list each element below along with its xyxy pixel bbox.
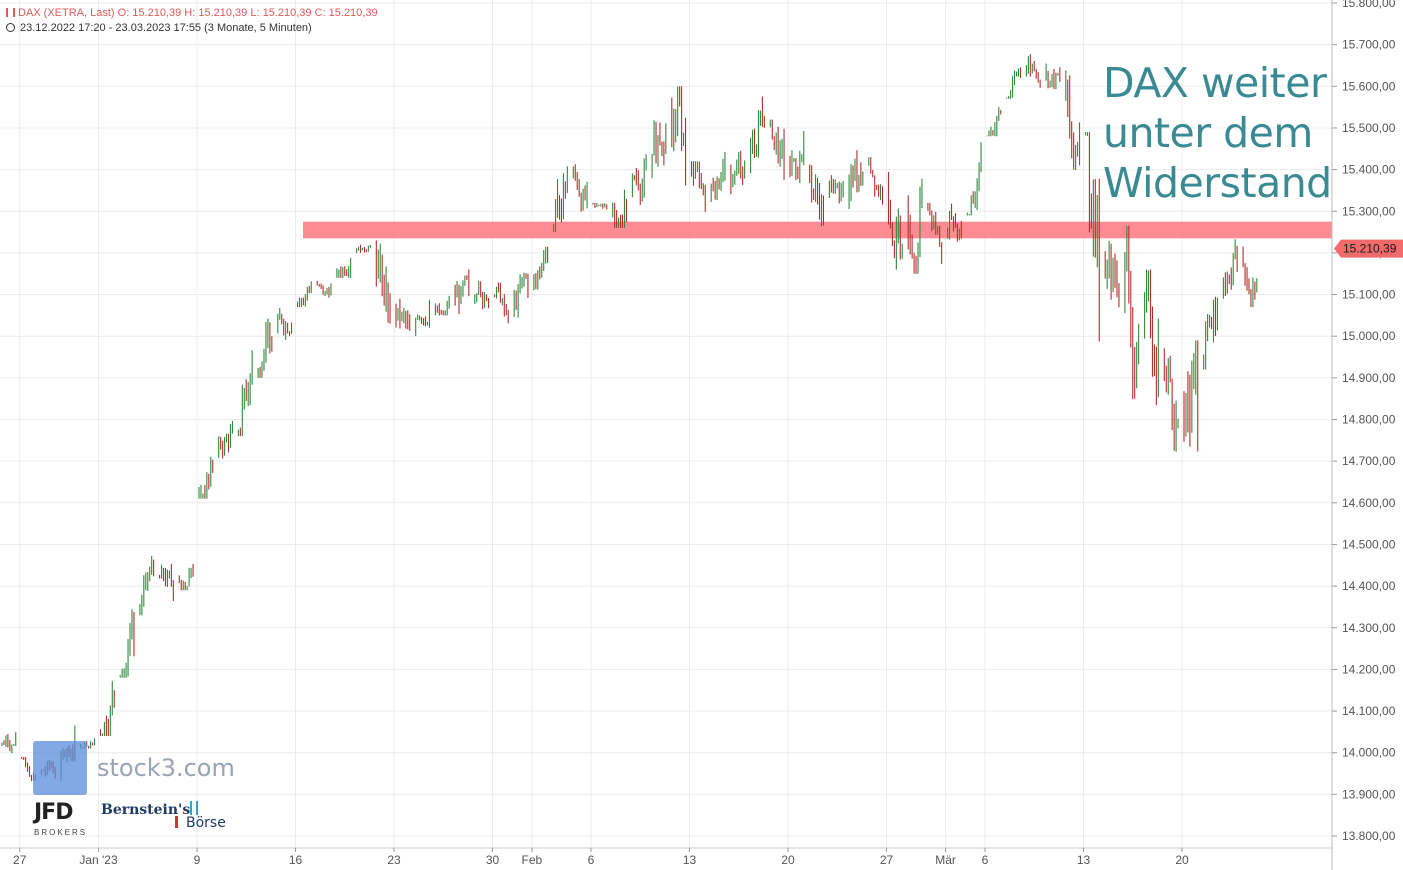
last-price-label: 15.210,39 [1343, 242, 1397, 256]
price-tick-label: 14.700,00 [1342, 454, 1396, 468]
price-tick-label: 14.400,00 [1342, 579, 1396, 593]
headline-line-1: DAX weiter [1103, 59, 1327, 107]
last-price-marker [1334, 239, 1403, 258]
chart-type-icon [6, 8, 15, 17]
price-tick-label: 14.300,00 [1342, 621, 1396, 635]
price-tick-label: 14.100,00 [1342, 704, 1396, 718]
jfd-brokers-label: BROKERS [34, 828, 88, 837]
price-tick-label: 15.100,00 [1342, 288, 1396, 302]
resistance-zone [303, 221, 1332, 239]
time-tick-label: 23 [387, 853, 401, 867]
headline-line-3: Widerstand [1103, 159, 1332, 207]
time-tick-label: 20 [1175, 853, 1189, 867]
price-tick-label: 14.200,00 [1342, 662, 1396, 676]
range-label: 23.12.2022 17:20 - 23.03.2023 17:55 (3 M… [20, 22, 312, 34]
time-tick-label: Mär [935, 853, 956, 867]
jfd-logo: JFD [34, 800, 73, 825]
time-tick-label: 27 [880, 853, 894, 867]
time-tick-label: Jan '23 [79, 853, 118, 867]
stock3-logo-icon [33, 741, 87, 795]
price-tick-label: 14.600,00 [1342, 496, 1396, 510]
grid-lines [0, 0, 1332, 848]
price-tick-label: 14.500,00 [1342, 537, 1396, 551]
time-tick-label: 9 [194, 853, 201, 867]
instrument-ohlc-line: DAX (XETRA, Last) O: 15.210,39 H: 15.210… [6, 7, 378, 19]
time-tick-label: 13 [1077, 853, 1091, 867]
price-tick-label: 15.700,00 [1342, 38, 1396, 52]
price-tick-label: 15.600,00 [1342, 79, 1396, 93]
time-tick-label: 30 [486, 853, 500, 867]
time-axis: 27 Jan '23 9 16 23 30 Feb 6 13 20 27 Mär 6 13 20 [0, 847, 1332, 867]
price-tick-label: 13.800,00 [1342, 829, 1396, 843]
time-tick-label: 16 [289, 853, 303, 867]
time-tick-label: 6 [588, 853, 595, 867]
last-price-tag: 15.210,39 [1334, 239, 1403, 258]
time-tick-label: 27 [13, 853, 27, 867]
price-tick-label: 13.900,00 [1342, 787, 1396, 801]
price-tick-label: 15.800,00 [1342, 0, 1396, 10]
price-series [1, 54, 1258, 782]
bernstein-logo: Bernstein's [101, 802, 191, 818]
range-line: 23.12.2022 17:20 - 23.03.2023 17:55 (3 M… [6, 22, 312, 34]
bernstein-bars-icon [190, 801, 198, 815]
price-tick-label: 15.000,00 [1342, 329, 1396, 343]
price-tick-label: 14.000,00 [1342, 746, 1396, 760]
headline: DAX weiter unter dem Widerstand [1103, 58, 1343, 208]
time-tick-label: 20 [781, 853, 795, 867]
price-tick-label: 15.500,00 [1342, 121, 1396, 135]
price-tick-label: 14.800,00 [1342, 413, 1396, 427]
headline-line-2: unter dem [1103, 109, 1313, 157]
time-tick-label: 13 [683, 853, 697, 867]
time-tick-label: 6 [982, 853, 989, 867]
time-tick-label: Feb [522, 853, 543, 867]
boerse-candle-icon [175, 816, 183, 828]
price-tick-label: 15.300,00 [1342, 204, 1396, 218]
price-tick-label: 14.900,00 [1342, 371, 1396, 385]
instrument-label: DAX (XETRA, Last) O: 15.210,39 H: 15.210… [18, 7, 378, 19]
clock-icon [6, 23, 15, 32]
price-tick-label: 15.400,00 [1342, 163, 1396, 177]
resistance-band [303, 221, 1332, 239]
stock3-watermark: stock3.com [97, 754, 235, 782]
boerse-label: Börse [186, 815, 226, 831]
